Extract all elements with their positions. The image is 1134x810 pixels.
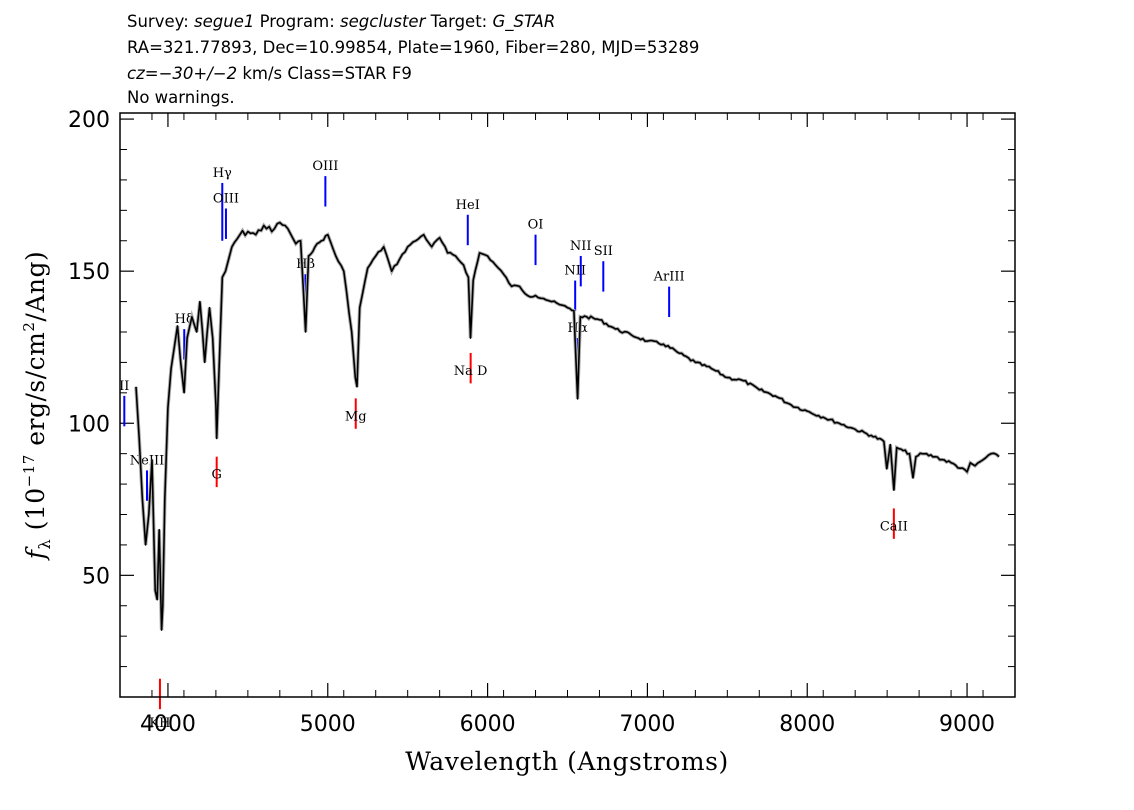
emission-line-marker (668, 286, 671, 318)
line-marker-label: ArIII (653, 270, 685, 285)
absorption-line-marker (158, 678, 161, 710)
line-marker-label: II (119, 379, 129, 394)
absorption-line-marker (354, 398, 357, 429)
x-tick-label: 7000 (619, 712, 675, 737)
axis-ticks: 4000 5000 6000 7000 8000 9000 50 100 150 200 (68, 108, 1016, 737)
x-tick-label: 9000 (939, 712, 995, 737)
line-marker-label: HeI (456, 198, 480, 213)
survey-label: Survey: (127, 12, 189, 31)
line-marker-label: NII (564, 264, 586, 279)
y-tick-label: 50 (82, 564, 110, 589)
emission-line-marker (466, 214, 469, 246)
y-tick-label: 150 (68, 260, 110, 285)
line-marker-label: OI (528, 218, 544, 233)
y-axis-label: fλ (10−17 erg/s/cm2/Ang) (20, 251, 54, 562)
x-tick-label: 4000 (140, 712, 196, 737)
flux-series-line (135, 221, 1000, 631)
header-line-1: Survey: segue1 Program: segcluster Targe… (127, 12, 555, 32)
emission-line-marker (123, 395, 126, 427)
line-marker-label: G (211, 468, 221, 483)
emission-line-marker (574, 280, 577, 311)
x-tick-label: 5000 (300, 712, 356, 737)
y-tick-label: 200 (68, 108, 110, 133)
y-tick-label: 100 (68, 412, 110, 437)
emission-line-marker (534, 234, 537, 266)
absorption-line-marker (469, 352, 472, 384)
emission-line-marker (324, 176, 327, 207)
cz-value: −30+/−2 (158, 64, 238, 83)
program-label: Program: (259, 12, 335, 31)
target-label: Target: (430, 12, 488, 31)
line-marker-label: KH (149, 716, 170, 731)
cz-rest: km/s Class=STAR F9 (237, 64, 412, 83)
header-line-3: cz=−30+/−2 km/s Class=STAR F9 (127, 64, 412, 84)
line-marker-label: Hα (568, 321, 588, 336)
line-marker-label: CaII (880, 519, 908, 534)
x-axis-label: Wavelength (Angstroms) (405, 747, 728, 776)
line-marker-label: Na D (454, 364, 488, 379)
emission-line-marker (221, 182, 224, 241)
line-marker-label: NeIII (130, 453, 164, 468)
target-value: G_STAR (492, 12, 556, 31)
absorption-line-marker (892, 508, 895, 539)
emission-line-marker (224, 208, 227, 239)
line-marker-label: Hγ (213, 166, 232, 181)
header-line-2: RA=321.77893, Dec=10.99854, Plate=1960, … (127, 38, 700, 57)
emission-line-marker (146, 470, 149, 501)
x-tick-label: 8000 (779, 712, 835, 737)
emission-line-marker (579, 255, 582, 287)
emission-line-marker (602, 261, 605, 292)
line-marker-label: SII (594, 244, 613, 259)
line-marker-label: Mg (345, 409, 367, 424)
x-tick-label: 6000 (460, 712, 516, 737)
line-marker-label: Hβ (296, 257, 315, 272)
error-band (134, 220, 1001, 631)
header-line-4: No warnings. (127, 88, 235, 107)
emission-line-marker (183, 329, 186, 360)
survey-value: segue1 (194, 12, 255, 31)
line-marker-label: NII (570, 239, 592, 254)
line-marker-label: OIII (312, 159, 338, 174)
cz-label: cz= (127, 64, 159, 83)
line-marker-label: OIII (213, 192, 239, 207)
plot-frame (119, 112, 1016, 698)
program-value: segcluster (340, 12, 426, 31)
absorption-line-marker (215, 456, 218, 488)
